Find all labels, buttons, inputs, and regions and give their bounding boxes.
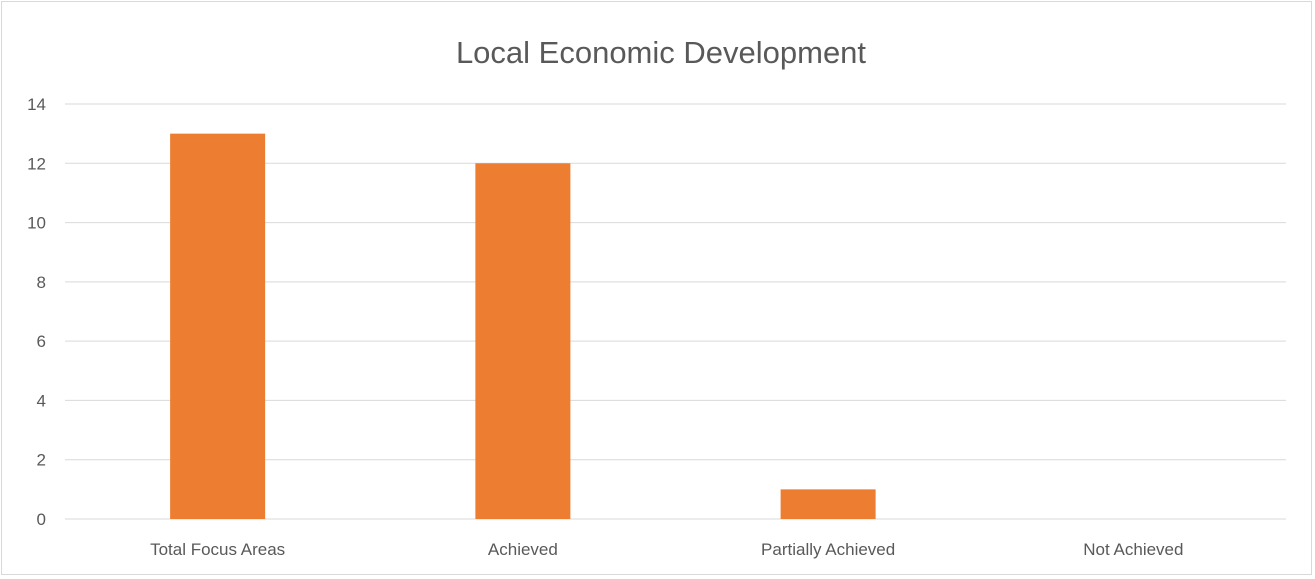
x-category-label: Total Focus Areas [150, 540, 285, 559]
bars [170, 133, 876, 520]
chart-title: Local Economic Development [456, 35, 866, 70]
y-tick-label: 14 [27, 95, 46, 114]
y-tick-label: 0 [37, 510, 46, 529]
x-category-label: Achieved [488, 540, 558, 559]
y-tick-label: 12 [27, 154, 46, 173]
y-tick-label: 2 [37, 451, 46, 470]
y-tick-label: 10 [27, 214, 46, 233]
gridlines [65, 103, 1286, 520]
x-category-label: Not Achieved [1083, 540, 1183, 559]
bar-total-focus-areas [170, 133, 266, 519]
bar-achieved [475, 163, 571, 520]
x-category-label: Partially Achieved [761, 540, 895, 559]
y-tick-label: 4 [37, 391, 46, 410]
bar-partially-achieved [780, 489, 876, 519]
y-tick-label: 6 [37, 332, 46, 351]
y-tick-label: 8 [37, 273, 46, 292]
y-axis-tick-labels: 0 2 4 6 8 10 12 14 [27, 95, 46, 529]
x-axis-category-labels: Total Focus Areas Achieved Partially Achie… [150, 540, 1183, 559]
